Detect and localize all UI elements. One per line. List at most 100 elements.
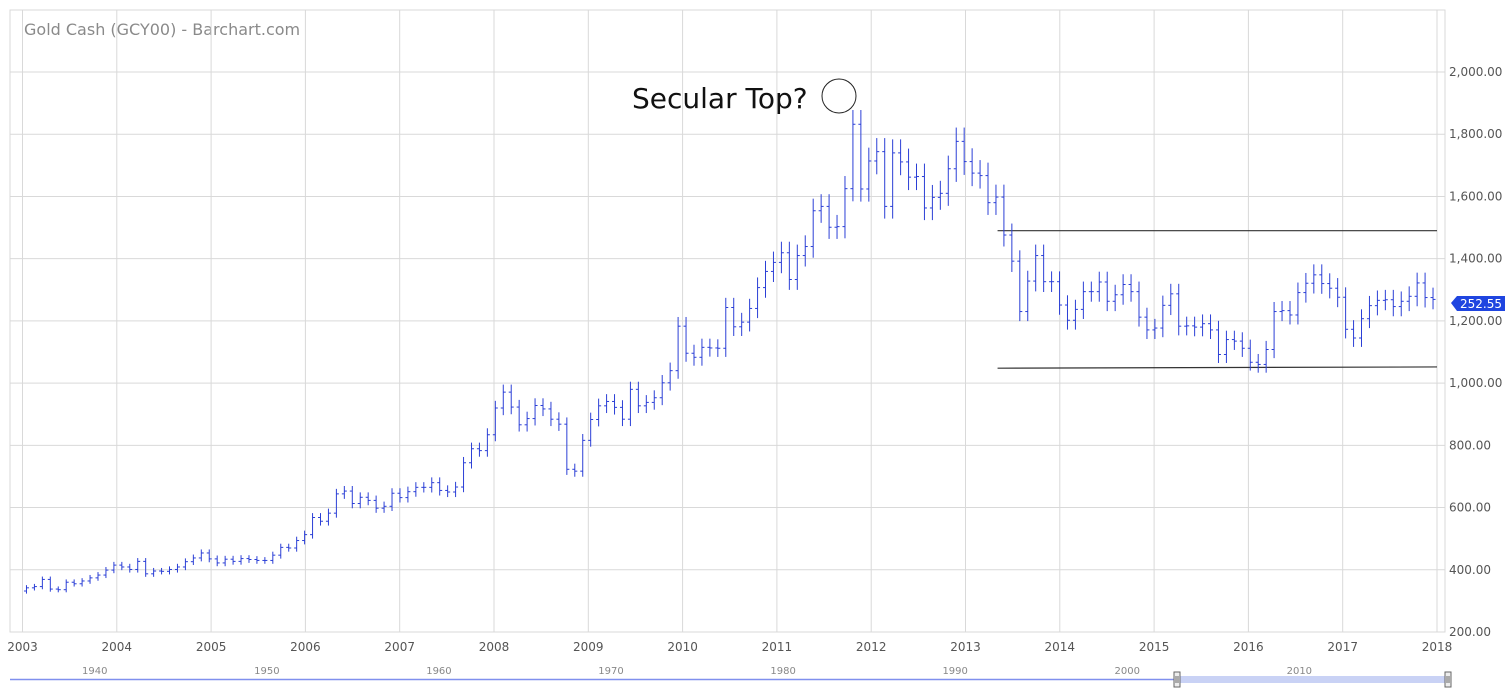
ohlc-bar [1072, 299, 1078, 330]
last-price-label: 252.55 [1460, 297, 1502, 311]
x-tick-label: 2011 [762, 640, 793, 654]
ohlc-bar [699, 338, 705, 366]
ohlc-bar [1335, 278, 1341, 308]
ohlc-bar [890, 139, 896, 219]
x-tick-label: 2018 [1422, 640, 1453, 654]
ohlc-bar [1351, 320, 1357, 347]
ohlc-bar [1128, 274, 1134, 302]
ohlc-bar [1152, 318, 1158, 340]
ohlc-bar [1200, 314, 1206, 337]
ohlc-bar [1271, 301, 1277, 359]
ohlc-bar [63, 579, 69, 593]
ohlc-bar [1422, 272, 1428, 308]
ohlc-bar [1359, 309, 1365, 347]
ohlc-bar [31, 583, 37, 591]
ohlc-bar [1009, 223, 1015, 272]
ohlc-bar [1287, 301, 1293, 325]
annotation-text: Secular Top? [632, 82, 808, 115]
ohlc-bar [723, 297, 729, 357]
navigator-handle-right[interactable] [1444, 671, 1452, 688]
x-tick-label: 2009 [573, 640, 604, 654]
ohlc-bar [1017, 250, 1023, 322]
ohlc-bar [731, 297, 737, 336]
ohlc-bar [953, 127, 959, 182]
navigator-label: 1950 [254, 666, 279, 677]
ohlc-bar [770, 251, 776, 282]
ohlc-bar [969, 148, 975, 187]
ohlc-bar [222, 555, 228, 567]
ohlc-bar [1382, 289, 1388, 311]
ohlc-bar [1279, 301, 1285, 322]
ohlc-bar [143, 558, 149, 577]
x-tick-label: 2013 [950, 640, 981, 654]
ohlc-bar [763, 260, 769, 298]
ohlc-bar [1319, 264, 1325, 294]
ohlc-bar [357, 492, 363, 509]
ohlc-bar [985, 162, 991, 215]
x-tick-label: 2016 [1233, 640, 1264, 654]
ohlc-bar [1088, 281, 1094, 302]
ohlc-bar [945, 155, 951, 206]
ohlc-bar [619, 400, 625, 427]
ohlc-bar [572, 463, 578, 477]
ohlc-bar [39, 576, 45, 590]
ohlc-bar [1184, 316, 1190, 336]
ohlc-bar [1390, 289, 1396, 317]
ohlc-bar [159, 567, 165, 575]
ohlc-bar [421, 482, 427, 493]
ohlc-bar [929, 184, 935, 221]
navigator-handle-left[interactable] [1173, 671, 1181, 688]
ohlc-bar [556, 412, 562, 431]
ohlc-bar [246, 555, 252, 563]
ohlc-bar [691, 344, 697, 366]
x-tick-label: 2007 [384, 640, 415, 654]
ohlc-bar [842, 176, 848, 239]
ohlc-bar [508, 384, 514, 415]
ohlc-bar [635, 381, 641, 414]
y-tick-label: 1,600.00 [1449, 189, 1502, 203]
ohlc-bar [1064, 295, 1070, 330]
x-axis: 2003 2004 2005 2006 2007 2008 2009 2010 2011 2012… [7, 640, 1452, 654]
ohlc-bar [1366, 295, 1372, 329]
ohlc-bar [206, 549, 212, 563]
ohlc-bar [627, 381, 633, 427]
ohlc-bar [651, 390, 657, 410]
ohlc-bar [858, 110, 864, 202]
ohlc-bar [810, 198, 816, 258]
ohlc-bar [524, 411, 530, 432]
ohlc-bar [1215, 320, 1221, 363]
ohlc-bar [397, 488, 403, 503]
ohlc-bar [683, 316, 689, 362]
ohlc-bar [1247, 339, 1253, 371]
ohlc-bar [381, 501, 387, 513]
ohlc-bar [1104, 271, 1110, 312]
navigator[interactable]: 1940 1950 1960 1970 1980 1990 2000 2010 [10, 666, 1452, 688]
ohlc-bar [937, 180, 943, 210]
navigator-label: 1960 [426, 666, 451, 677]
x-tick-label: 2015 [1139, 640, 1170, 654]
ohlc-bar [389, 488, 395, 512]
ohlc-bar [612, 394, 618, 415]
ohlc-bar [1136, 281, 1142, 327]
ohlc-bar [1057, 271, 1063, 315]
ohlc-bar [802, 235, 808, 267]
y-axis: 2,000.00 1,800.00 1,600.00 1,400.00 1,200.00… [1449, 65, 1502, 639]
y-tick-label: 600.00 [1449, 501, 1491, 515]
ohlc-bar [437, 477, 443, 496]
y-tick-label: 1,200.00 [1449, 314, 1502, 328]
ohlc-bar [270, 551, 276, 564]
support-line [997, 366, 1438, 369]
ohlc-bar [294, 536, 300, 552]
ohlc-bar [564, 417, 570, 475]
ohlc-bar [1239, 332, 1245, 357]
navigator-label: 1970 [598, 666, 623, 677]
ohlc-bar [540, 398, 546, 417]
ohlc-bar [755, 277, 761, 319]
last-price-tag: 252.55 [1451, 296, 1505, 311]
annotation-circle [821, 78, 857, 114]
chart-title: Gold Cash (GCY00) - Barchart.com [24, 20, 300, 39]
ohlc-bar [1208, 314, 1214, 340]
ohlc-bar [500, 384, 506, 416]
y-tick-label: 400.00 [1449, 563, 1491, 577]
ohlc-bar [604, 394, 610, 414]
